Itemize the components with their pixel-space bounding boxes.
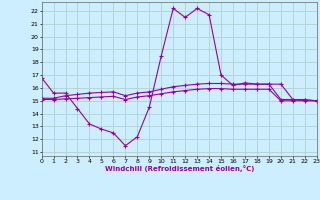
X-axis label: Windchill (Refroidissement éolien,°C): Windchill (Refroidissement éolien,°C) bbox=[105, 165, 254, 172]
